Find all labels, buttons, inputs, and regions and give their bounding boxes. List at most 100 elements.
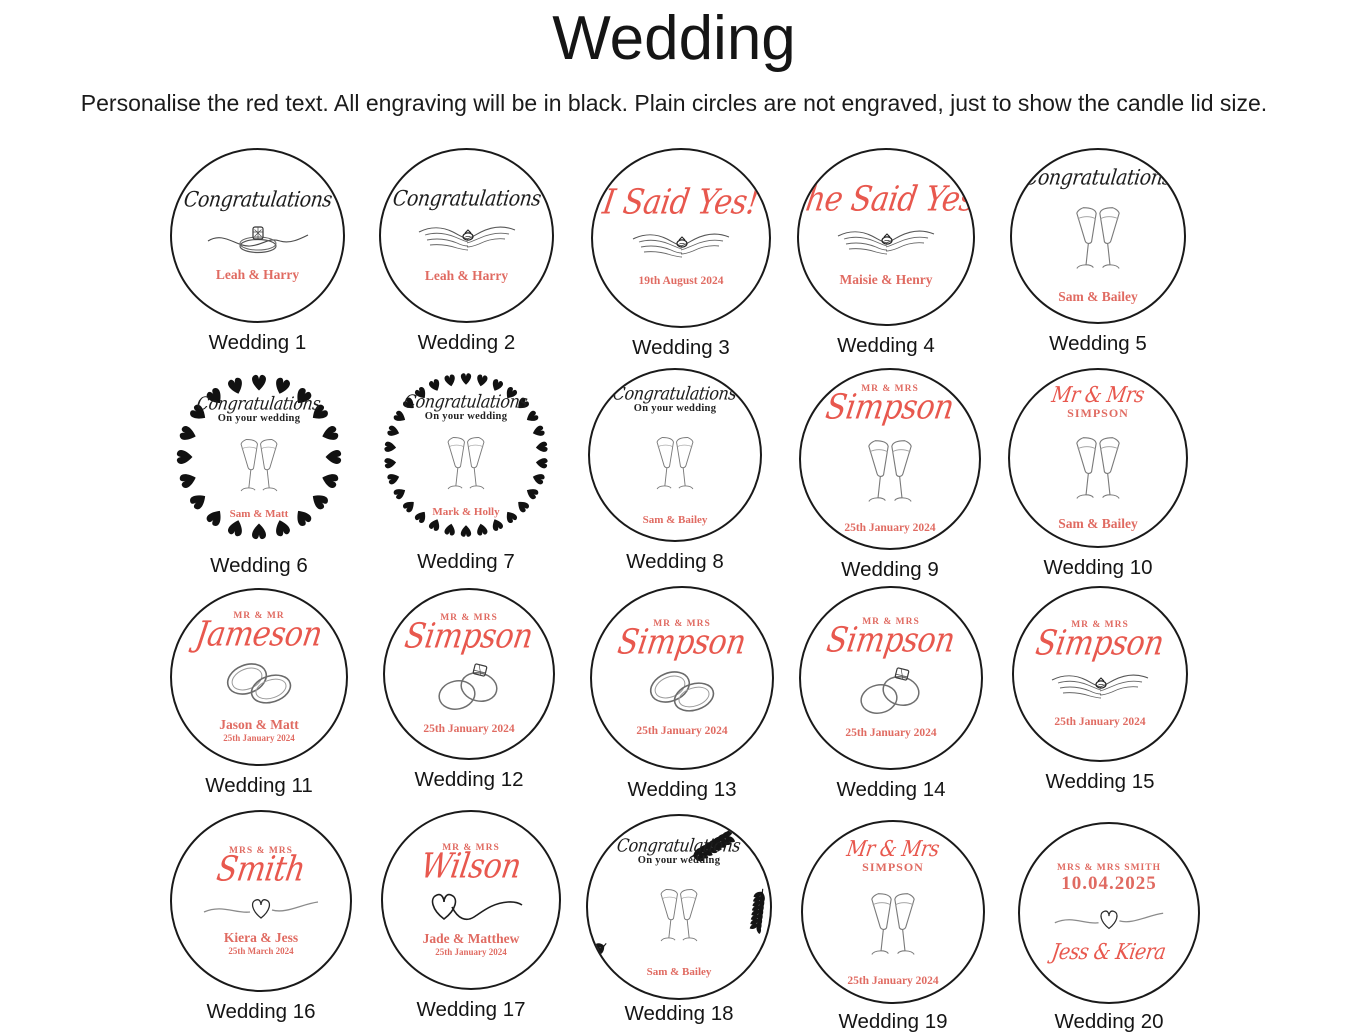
- design-5-line-0: Congratulations: [1022, 165, 1174, 191]
- design-label-11: Wedding 11: [205, 774, 313, 797]
- design-1-line-1: Leah & Harry: [215, 266, 300, 282]
- hands-with-ring-icon: [632, 233, 730, 258]
- champagne-flutes-icon: [868, 440, 912, 503]
- candle-lid-circle-3[interactable]: I Said Yes! 19th August 2024: [591, 148, 771, 328]
- design-6-line-1: On your wedding: [217, 413, 301, 424]
- design-7-line-2: Mark & Holly: [432, 506, 500, 518]
- artwork-champagne-flutes: [1063, 200, 1133, 277]
- design-content-11: MR & MR Jameson Jason & Matt 25th January …: [172, 590, 346, 764]
- two-rings-icon: [226, 663, 292, 704]
- design-label-5: Wedding 5: [1049, 332, 1147, 355]
- candle-lid-circle-9[interactable]: MR & MRS Simpson 25th January 2024: [799, 368, 981, 550]
- design-label-19: Wedding 19: [838, 1010, 948, 1033]
- design-5-line-1: Sam & Bailey: [1058, 289, 1138, 304]
- artwork-rings-diamond: [425, 659, 513, 715]
- candle-lid-circle-2[interactable]: Congratulations Leah & Harry: [379, 148, 554, 323]
- design-16-line-0: MRS & MRS: [229, 845, 293, 856]
- champagne-flutes-icon: [871, 892, 915, 955]
- two-rings-icon: [649, 671, 715, 712]
- design-label-3: Wedding 3: [632, 336, 730, 359]
- artwork-ring-on-wave: [206, 219, 310, 259]
- candle-lid-circle-1[interactable]: Congratulations Leah & Harry: [170, 148, 345, 323]
- champagne-flutes-icon: [240, 439, 278, 492]
- candle-lid-circle-6[interactable]: Congratulations On your wedding Sam & Mat…: [170, 368, 348, 546]
- champagne-flutes-icon: [656, 437, 694, 490]
- design-content-15: MR & MRS Simpson 25th January 2024: [1014, 588, 1186, 760]
- hands-with-ring-icon: [418, 226, 515, 250]
- rings-with-diamond-icon: [438, 663, 498, 711]
- design-8-line-2: Sam & Bailey: [642, 514, 708, 526]
- ring-on-wave-icon: [207, 225, 308, 253]
- candle-lid-circle-19[interactable]: Mr & Mrs SIMPSON 25th January 2024: [801, 820, 985, 1004]
- design-18-line-0: Congratulations: [616, 834, 742, 857]
- candle-lid-circle-18[interactable]: Congratulations On your wedding Sam & Bai…: [586, 814, 772, 1000]
- design-11-line-2: Jason & Matt: [219, 717, 299, 733]
- design-14-line-1: Simpson: [824, 620, 958, 661]
- candle-lid-circle-8[interactable]: Congratulations On your wedding Sam & Bai…: [588, 368, 762, 542]
- design-20-line-1: 10.04.2025: [1061, 873, 1157, 894]
- design-label-16: Wedding 16: [206, 1000, 316, 1023]
- design-9-line-2: 25th January 2024: [844, 522, 936, 534]
- design-label-4: Wedding 4: [837, 334, 935, 357]
- candle-lid-circle-10[interactable]: Mr & Mrs SIMPSON Sam & Bailey: [1008, 368, 1188, 548]
- candle-lid-circle-5[interactable]: Congratulations Sam & Bailey: [1010, 148, 1186, 324]
- design-content-18: Congratulations On your wedding Sam & Bai…: [588, 816, 770, 998]
- artwork-hands-ring: [629, 225, 733, 267]
- page-title: Wedding: [552, 4, 796, 73]
- design-11-line-1: Jameson: [193, 614, 326, 655]
- artwork-rings-diamond: [847, 663, 935, 719]
- artwork-champagne-flutes: [645, 431, 704, 497]
- design-content-8: Congratulations On your wedding Sam & Bai…: [590, 370, 760, 540]
- design-content-2: Congratulations Leah & Harry: [381, 150, 552, 321]
- design-15-line-2: 25th January 2024: [1054, 716, 1146, 729]
- candle-lid-circle-13[interactable]: MR & MRS Simpson 25th January 2024: [590, 586, 774, 770]
- design-16-line-1: Smith: [214, 849, 309, 890]
- candle-lid-circle-4[interactable]: She Said Yes! Maisie & Henry: [797, 148, 975, 326]
- hands-with-ring-icon: [1051, 674, 1149, 699]
- design-9-line-0: MR & MRS: [861, 384, 919, 394]
- design-3-line-0: I Said Yes!: [600, 182, 762, 223]
- design-12-line-0: MR & MRS: [440, 612, 498, 623]
- design-16-line-3: 25th March 2024: [228, 946, 294, 957]
- champagne-flutes-icon: [1076, 436, 1120, 499]
- candle-lid-circle-14[interactable]: MR & MRS Simpson 25th January 2024: [799, 586, 983, 770]
- design-14-line-2: 25th January 2024: [845, 727, 937, 740]
- artwork-heart-swash: [202, 892, 320, 922]
- design-content-16: MRS & MRS Smith Kiera & Jess 25th March 20…: [172, 812, 350, 990]
- design-content-5: Congratulations Sam & Bailey: [1012, 150, 1184, 322]
- design-4-line-1: Maisie & Henry: [839, 272, 933, 288]
- design-label-18: Wedding 18: [624, 1002, 734, 1025]
- design-2-line-1: Leah & Harry: [424, 267, 509, 283]
- champagne-flutes-icon: [660, 889, 698, 942]
- artwork-champagne-flutes: [436, 431, 495, 497]
- design-content-1: Congratulations Leah & Harry: [172, 150, 343, 321]
- artwork-hands-ring: [834, 222, 938, 264]
- design-17-line-1: Wilson: [418, 846, 524, 887]
- design-13-line-1: Simpson: [615, 622, 749, 663]
- design-label-13: Wedding 13: [627, 778, 737, 801]
- candle-lid-circle-16[interactable]: MRS & MRS Smith Kiera & Jess 25th March 20…: [170, 810, 352, 992]
- design-label-14: Wedding 14: [836, 778, 946, 801]
- design-1-line-0: Congratulations: [182, 187, 333, 212]
- candle-lid-circle-17[interactable]: MR & MRS Wilson Jade & Matthew 25th Januar…: [381, 810, 561, 990]
- design-8-line-0: Congratulations: [612, 382, 738, 405]
- champagne-flutes-icon: [447, 437, 485, 490]
- candle-lid-circle-20[interactable]: MRS & MRS SMITH 10.04.2025 Jess & Kiera: [1018, 822, 1200, 1004]
- design-content-7: Congratulations On your wedding Mark & Ho…: [379, 368, 553, 542]
- candle-lid-circle-7[interactable]: Congratulations On your wedding Mark & Ho…: [379, 368, 553, 542]
- design-10-line-0: Mr & Mrs: [1050, 382, 1146, 408]
- design-label-8: Wedding 8: [626, 550, 724, 573]
- candle-lid-circle-11[interactable]: MR & MR Jameson Jason & Matt 25th January …: [170, 588, 348, 766]
- design-content-14: MR & MRS Simpson 25th January 2024: [801, 588, 981, 768]
- champagne-flutes-icon: [1076, 207, 1120, 269]
- design-13-line-0: MR & MRS: [653, 618, 711, 629]
- candle-lid-circle-15[interactable]: MR & MRS Simpson 25th January 2024: [1012, 586, 1188, 762]
- design-content-4: She Said Yes! Maisie & Henry: [799, 150, 973, 324]
- artwork-champagne-flutes: [229, 433, 288, 499]
- design-17-line-0: MR & MRS: [442, 842, 500, 853]
- candle-lid-circle-12[interactable]: MR & MRS Simpson 25th January 2024: [383, 588, 555, 760]
- artwork-champagne-flutes: [855, 434, 925, 511]
- design-20-line-2: Jess & Kiera: [1050, 939, 1168, 965]
